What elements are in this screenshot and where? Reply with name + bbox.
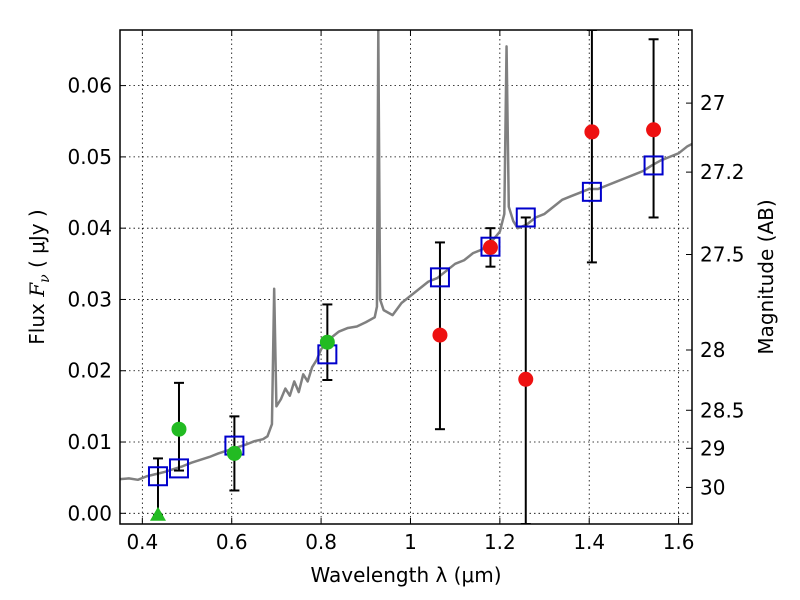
marker-layer (147, 122, 664, 521)
y2-tick-label: 30 (700, 475, 725, 499)
data-point-square (515, 207, 536, 228)
data-point-circle (319, 334, 335, 350)
x-tick-label: 0.6 (216, 530, 248, 554)
y2-axis-label: Magnitude (AB) (754, 199, 778, 354)
x-tick-label: 1 (404, 530, 417, 554)
data-point-circle (171, 421, 187, 437)
x-tick-label: 1.2 (484, 530, 516, 554)
data-point-square (147, 466, 168, 487)
grid (120, 30, 692, 524)
data-point-circle (226, 445, 242, 461)
y-tick-label: 0.00 (67, 501, 112, 525)
plot-frame (119, 29, 693, 525)
ticks: 0.4 0.6 0.8 1 1.2 1.4 1.6 0.00 0.01 0.02 0.03 0.04 0… (67, 30, 745, 554)
y-axis-label: Flux Fν ( μJy ) (25, 209, 53, 344)
y-tick-label: 0.04 (67, 216, 112, 240)
y2-tick-label: 28.5 (700, 398, 745, 422)
y-tick-label: 0.01 (67, 430, 112, 454)
data-point-circle (584, 124, 600, 140)
data-point-square (429, 267, 450, 288)
data-point-circle (518, 371, 534, 387)
y2-tick-label: 28 (700, 338, 725, 362)
spectrum-layer (120, 30, 692, 482)
y2-tick-label: 27 (700, 91, 725, 115)
data-point-circle (646, 122, 662, 138)
data-point-square (168, 458, 189, 479)
y-tick-label: 0.02 (67, 359, 112, 383)
data-point-square (581, 181, 602, 202)
data-point-triangle (149, 506, 166, 521)
data-point-circle (432, 327, 448, 343)
y-tick-label: 0.06 (67, 74, 112, 98)
x-tick-label: 1.6 (663, 530, 695, 554)
y2-tick-label: 27.5 (700, 242, 745, 266)
x-tick-label: 0.4 (126, 530, 158, 554)
x-axis-label: Wavelength λ (μm) (310, 563, 501, 587)
data-point-square (480, 236, 501, 257)
x-tick-label: 1.4 (573, 530, 605, 554)
y2-tick-label: 27.2 (700, 160, 745, 184)
spectrum-line (120, 30, 692, 482)
y2-tick-label: 29 (700, 436, 725, 460)
data-point-square (643, 155, 664, 176)
y-tick-label: 0.05 (67, 145, 112, 169)
y-tick-label: 0.03 (67, 287, 112, 311)
x-tick-label: 0.8 (305, 530, 337, 554)
data-point-circle (482, 239, 498, 255)
